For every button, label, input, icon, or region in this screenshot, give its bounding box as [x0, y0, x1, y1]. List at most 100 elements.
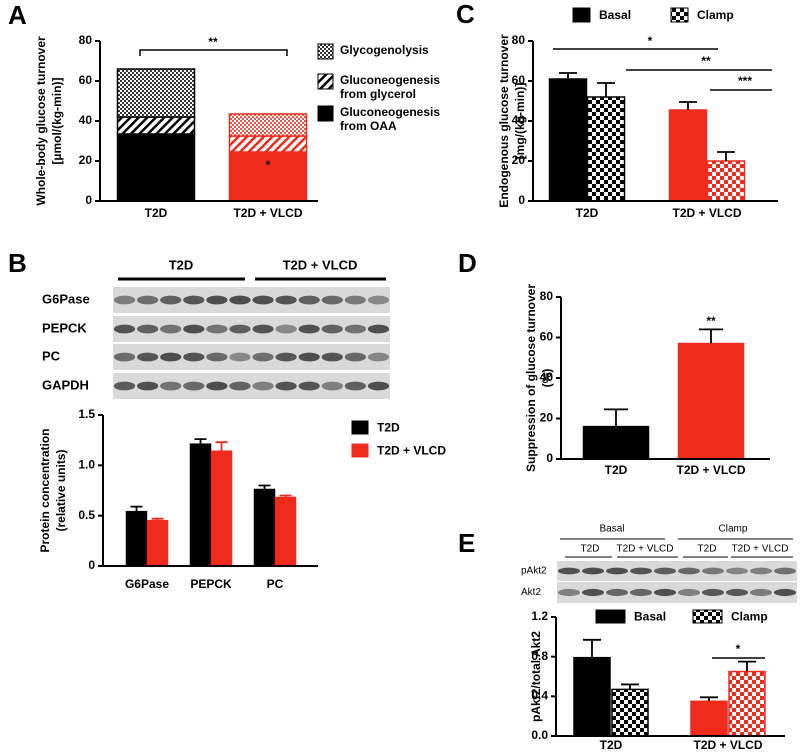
blot-band	[653, 588, 677, 597]
blot-band	[605, 588, 629, 597]
error-bar	[194, 438, 207, 445]
blot-band	[229, 295, 251, 305]
blot-band	[252, 352, 274, 362]
legend-swatch	[670, 7, 689, 23]
bar	[146, 519, 169, 567]
significance-bracket	[139, 49, 288, 56]
blot-band	[321, 324, 343, 334]
blot-band	[206, 381, 228, 391]
blot-group-label: Basal	[599, 524, 624, 535]
blot-band	[581, 588, 605, 597]
y-axis-label: (relative units)	[54, 449, 68, 531]
bar	[611, 688, 649, 737]
blot-band	[160, 381, 182, 391]
blot-band	[206, 295, 228, 305]
blot-strip	[113, 316, 390, 342]
error-bar	[621, 683, 639, 690]
blot-band	[367, 352, 390, 362]
blot-band	[206, 324, 228, 334]
bar	[210, 450, 233, 567]
blot-strip	[113, 287, 390, 313]
legend-label: T2D + VLCD	[377, 444, 446, 458]
x-tick-label: PC	[267, 577, 284, 591]
x-tick-label: PEPCK	[190, 577, 232, 591]
y-tick-label: 40	[540, 370, 554, 384]
legend-label: Clamp	[731, 610, 768, 624]
blot-band	[367, 324, 390, 334]
blot-band	[137, 352, 159, 362]
bar	[253, 488, 276, 567]
blot-band	[653, 567, 677, 575]
y-tick-label: 80	[512, 33, 526, 47]
legend-label: Basal	[634, 610, 666, 624]
y-axis-label: Endogenous glucose turnover	[497, 34, 511, 208]
blot-band	[677, 567, 701, 575]
legend-swatch	[351, 443, 369, 458]
legend-swatch	[572, 7, 591, 23]
y-tick-label: 0	[546, 451, 553, 465]
annotation: ***	[738, 74, 752, 88]
legend-label: T2D	[377, 421, 400, 435]
panel-label: A	[8, 0, 27, 30]
blot-band	[701, 567, 725, 575]
error-bar	[604, 408, 628, 427]
bar	[228, 135, 308, 153]
bar	[706, 160, 746, 202]
error-bar	[130, 505, 143, 512]
blot-band	[367, 381, 390, 391]
blot-band	[367, 295, 390, 305]
bar	[582, 425, 650, 460]
annotation: *	[648, 34, 653, 48]
y-tick-label: 20	[540, 411, 554, 425]
blot-band	[321, 381, 343, 391]
blot-band	[298, 381, 320, 391]
blot-band	[275, 324, 297, 334]
blot-band	[252, 381, 274, 391]
y-axis-label: [mg/(kg-min)]	[513, 83, 527, 160]
blot-group-label: T2D + VLCD	[283, 257, 358, 272]
y-tick-label: 0.0	[531, 728, 548, 742]
blot-band	[321, 295, 343, 305]
blot-row-label: PC	[42, 348, 61, 363]
x-tick-label: T2D	[576, 206, 599, 220]
blot-band	[183, 295, 205, 305]
panel-label: B	[8, 248, 27, 278]
blot-band	[321, 352, 343, 362]
bar	[228, 113, 308, 137]
blot-band	[229, 381, 251, 391]
x-tick-label: T2D	[600, 738, 623, 752]
legend-swatch	[692, 609, 723, 624]
y-axis-label: Suppression of glucose turnover	[524, 284, 538, 472]
blot-band	[725, 567, 749, 575]
blot-strip	[557, 561, 797, 581]
error-bar	[583, 638, 601, 658]
blot-band	[298, 352, 320, 362]
blot-strip	[113, 344, 390, 370]
blot-band	[160, 352, 182, 362]
bar	[586, 96, 626, 202]
blot-band	[275, 352, 297, 362]
legend-label: Basal	[599, 8, 631, 22]
error-bar	[258, 484, 271, 490]
y-tick-label: 0.5	[78, 508, 95, 522]
error-bar	[215, 441, 228, 452]
blot-band	[252, 295, 274, 305]
legend-label: Gluconeogenesis from glycerol	[340, 73, 441, 101]
blot-row-label: GAPDH	[42, 377, 89, 392]
blot-row-label: pAkt2	[521, 566, 547, 577]
y-tick-label: 60	[79, 73, 93, 87]
blot-band	[275, 381, 297, 391]
annotation: *	[736, 642, 741, 656]
blot-row-label: Akt2	[521, 587, 541, 598]
blot-band	[275, 295, 297, 305]
bar	[668, 109, 708, 202]
blot-band	[773, 588, 797, 597]
blot-band	[557, 588, 581, 597]
annotation: **	[706, 314, 716, 328]
y-axis-label: (%)	[540, 369, 554, 388]
blot-row-label: G6Pase	[42, 291, 90, 306]
blot-strip	[557, 582, 797, 603]
error-bar	[699, 328, 723, 344]
legend-swatch	[317, 43, 334, 60]
x-tick-label: G6Pase	[125, 577, 169, 591]
